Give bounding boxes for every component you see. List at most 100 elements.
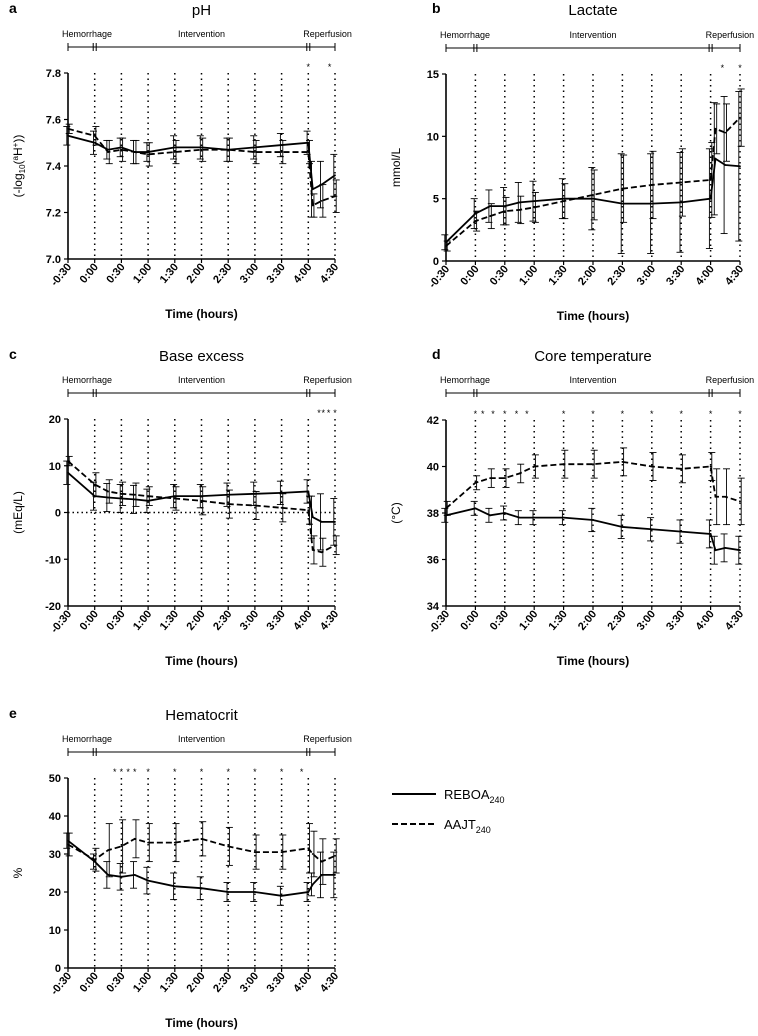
series-line — [67, 837, 336, 863]
y-tick-label: 7.6 — [46, 115, 61, 127]
data-point — [133, 151, 136, 153]
data-point — [147, 841, 150, 844]
data-point — [254, 151, 256, 153]
data-point — [280, 506, 283, 509]
data-point — [518, 208, 521, 211]
data-point — [533, 200, 536, 203]
panel-c: c Base excess Hemorrhage Intervention Reperf… — [9, 346, 352, 668]
data-point — [724, 164, 727, 166]
data-point — [445, 507, 447, 510]
data-point — [280, 894, 283, 897]
phase-label-reperfusion: Reperfusion — [706, 30, 755, 40]
phase-label-hemorrhage: Hemorrhage — [62, 734, 112, 744]
significance-star: * — [133, 767, 137, 777]
data-point — [311, 204, 314, 207]
x-tick-label: 2:30 — [211, 261, 234, 286]
data-point — [334, 855, 336, 857]
x-tick-label: 2:00 — [576, 608, 599, 633]
significance-star: * — [591, 409, 595, 419]
data-point — [67, 843, 69, 846]
data-point — [709, 197, 712, 200]
data-point — [311, 853, 314, 855]
x-tick-label: 0:30 — [488, 608, 511, 633]
legend-label: REBOA240 — [444, 787, 505, 805]
legend-label-main: AAJT — [444, 817, 476, 832]
phase-label-intervention: Intervention — [178, 29, 225, 39]
x-axis-label: Time (hours) — [165, 1016, 237, 1030]
data-point — [311, 188, 314, 191]
y-label-part: )) — [11, 135, 25, 143]
y-tick-label: 0 — [433, 256, 439, 268]
significance-star: * — [300, 767, 304, 777]
data-point — [680, 181, 683, 184]
data-point — [709, 179, 712, 181]
panel-b: b Lactate Hemorrhage Intervention Reperfusio… — [389, 0, 754, 323]
x-tick-label: 2:30 — [211, 970, 234, 995]
data-point — [254, 146, 256, 149]
series-reboa — [63, 832, 338, 906]
data-point — [621, 460, 624, 463]
data-point — [67, 134, 69, 137]
data-point — [592, 197, 594, 200]
x-tick-label: 1:30 — [158, 261, 181, 286]
significance-star: * — [503, 409, 507, 419]
x-tick-label: 3:30 — [265, 261, 288, 286]
significance-star: * — [226, 767, 230, 777]
data-point — [724, 131, 727, 134]
series-aajt — [443, 88, 745, 252]
phase-label-hemorrhage: Hemorrhage — [62, 375, 112, 385]
y-tick-label: -10 — [45, 554, 61, 566]
data-point — [445, 241, 447, 244]
data-point — [120, 146, 123, 149]
series-aajt — [65, 819, 340, 885]
data-point — [518, 516, 521, 519]
data-point — [714, 127, 717, 130]
x-tick-label: 2:30 — [605, 263, 628, 288]
data-point — [280, 491, 283, 494]
data-point — [533, 516, 536, 519]
significance-star: * — [280, 767, 284, 777]
x-axis-label: Time (hours) — [557, 654, 629, 668]
data-point — [489, 477, 491, 480]
y-tick-label: 7.0 — [46, 254, 61, 266]
phase-label-reperfusion: Reperfusion — [303, 375, 352, 385]
x-tick-label: 3:00 — [635, 608, 658, 633]
x-tick-label: 2:00 — [184, 970, 207, 995]
data-point — [147, 151, 150, 153]
data-point — [254, 492, 256, 495]
significance-star: * — [120, 767, 124, 777]
y-label-part: (-log — [11, 173, 25, 197]
data-point — [474, 220, 477, 223]
data-point — [621, 526, 624, 528]
data-point — [254, 891, 256, 893]
data-point — [107, 874, 109, 876]
data-point — [120, 845, 123, 848]
data-point — [334, 874, 336, 876]
x-axis-label: Time (hours) — [165, 307, 237, 321]
data-point — [562, 197, 565, 200]
data-point — [311, 516, 314, 519]
x-tick-label: 2:00 — [576, 263, 599, 288]
y-tick-label: 7.8 — [46, 68, 61, 80]
chart-title: Base excess — [159, 348, 244, 365]
x-tick-label: 1:30 — [158, 608, 181, 633]
phase-label-intervention: Intervention — [569, 30, 616, 40]
y-axis-label: (mEq/L) — [11, 491, 25, 534]
significance-star: * — [253, 767, 257, 777]
data-point — [562, 463, 565, 466]
y-tick-label: 15 — [427, 69, 439, 81]
data-point — [334, 195, 336, 198]
data-point — [133, 498, 136, 501]
data-point — [714, 549, 717, 552]
x-tick-label: 4:30 — [318, 261, 341, 286]
data-point — [320, 874, 323, 876]
data-point — [474, 507, 477, 510]
significance-star: * — [307, 62, 311, 72]
data-point — [173, 841, 176, 844]
data-point — [533, 206, 536, 209]
legend-label: AAJT240 — [444, 817, 491, 835]
x-tick-label: 4:00 — [291, 608, 314, 633]
x-tick-label: 0:30 — [488, 263, 511, 288]
y-tick-label: 30 — [49, 849, 61, 861]
series-line — [67, 134, 336, 191]
